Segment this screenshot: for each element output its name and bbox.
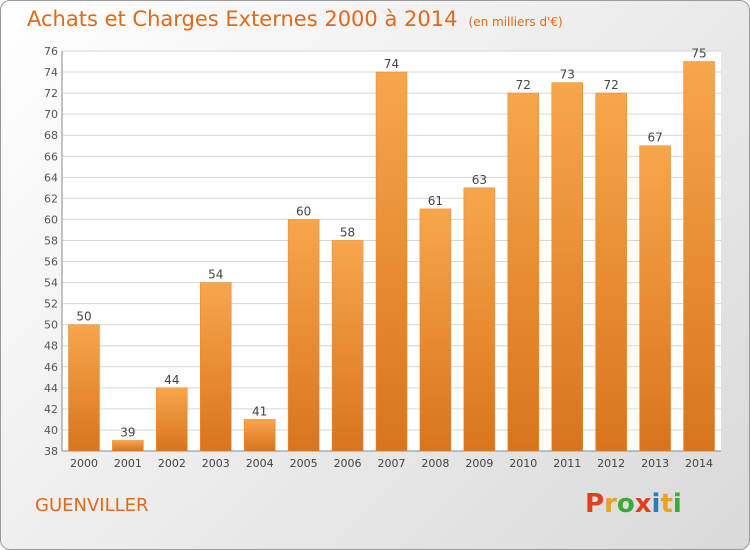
bar [419, 208, 452, 452]
x-tick-label: 2012 [597, 457, 625, 470]
y-tick-label: 60 [44, 213, 58, 226]
logo-letter: i [672, 489, 682, 519]
bar-value-label: 54 [208, 268, 223, 282]
bar-value-label: 41 [252, 404, 267, 418]
bar-value-label: 39 [120, 425, 135, 439]
x-tick-label: 2001 [114, 457, 142, 470]
bar [639, 145, 671, 452]
x-tick-label: 2011 [553, 457, 581, 470]
y-tick-label: 72 [44, 87, 58, 100]
x-tick-label: 2000 [70, 457, 98, 470]
x-tick-label: 2007 [378, 457, 406, 470]
y-tick-label: 46 [44, 361, 58, 374]
bar [287, 219, 320, 452]
logo-letter: o [616, 489, 635, 519]
y-tick-label: 40 [44, 424, 58, 437]
bar-value-label: 44 [164, 373, 179, 387]
bar [507, 92, 540, 452]
bar-value-label: 75 [691, 47, 706, 61]
proxiti-logo: Proxiti [585, 489, 682, 519]
logo-letter: P [585, 489, 605, 519]
bar [331, 240, 364, 452]
bar-value-label: 73 [560, 68, 575, 82]
bar [595, 92, 627, 452]
bar [551, 82, 583, 452]
x-tick-label: 2008 [421, 457, 449, 470]
bar-value-label: 50 [76, 310, 91, 324]
x-tick-label: 2004 [246, 457, 274, 470]
logo-letter: r [604, 489, 617, 519]
chart-unit: (en milliers d'€) [468, 15, 563, 29]
y-tick-label: 74 [44, 66, 58, 79]
x-tick-label: 2009 [465, 457, 493, 470]
x-tick-label: 2005 [290, 457, 318, 470]
y-tick-label: 76 [44, 45, 58, 58]
x-tick-label: 2010 [509, 457, 537, 470]
bar [463, 187, 496, 452]
y-tick-label: 62 [44, 192, 58, 205]
chart-title-text: Achats et Charges Externes 2000 à 2014 [27, 7, 458, 31]
bar-value-label: 63 [472, 173, 487, 187]
y-tick-label: 38 [44, 445, 58, 458]
y-tick-label: 54 [44, 277, 58, 290]
y-tick-label: 56 [44, 256, 58, 269]
x-tick-label: 2003 [202, 457, 230, 470]
bar-value-label: 74 [384, 57, 399, 71]
y-tick-label: 68 [44, 129, 58, 142]
y-tick-label: 52 [44, 298, 58, 311]
bar [200, 282, 232, 452]
x-tick-label: 2002 [158, 457, 186, 470]
bar-value-label: 61 [428, 194, 443, 208]
city-name: GUENVILLER [35, 495, 149, 516]
y-tick-label: 44 [44, 382, 58, 395]
bar [243, 419, 276, 452]
y-tick-label: 50 [44, 319, 58, 332]
y-tick-label: 70 [44, 108, 58, 121]
bar-value-label: 72 [516, 78, 531, 92]
bar [683, 61, 715, 452]
logo-letter: i [651, 489, 661, 519]
y-tick-label: 48 [44, 340, 58, 353]
bar-value-label: 67 [647, 131, 662, 145]
bar-value-label: 72 [604, 78, 619, 92]
y-tick-label: 64 [44, 171, 58, 184]
bar [156, 387, 188, 452]
bar-value-label: 60 [296, 204, 311, 218]
x-tick-label: 2013 [641, 457, 669, 470]
x-tick-label: 2014 [685, 457, 713, 470]
bar [68, 324, 100, 452]
y-tick-label: 66 [44, 150, 58, 163]
logo-letter: x [634, 489, 652, 519]
bar [375, 71, 408, 452]
chart-title: Achats et Charges Externes 2000 à 2014 (… [27, 7, 563, 31]
logo-letter: t [660, 489, 673, 519]
bar [112, 440, 144, 452]
y-tick-label: 42 [44, 403, 58, 416]
y-tick-label: 58 [44, 234, 58, 247]
x-tick-label: 2006 [334, 457, 362, 470]
bar-value-label: 58 [340, 225, 355, 239]
